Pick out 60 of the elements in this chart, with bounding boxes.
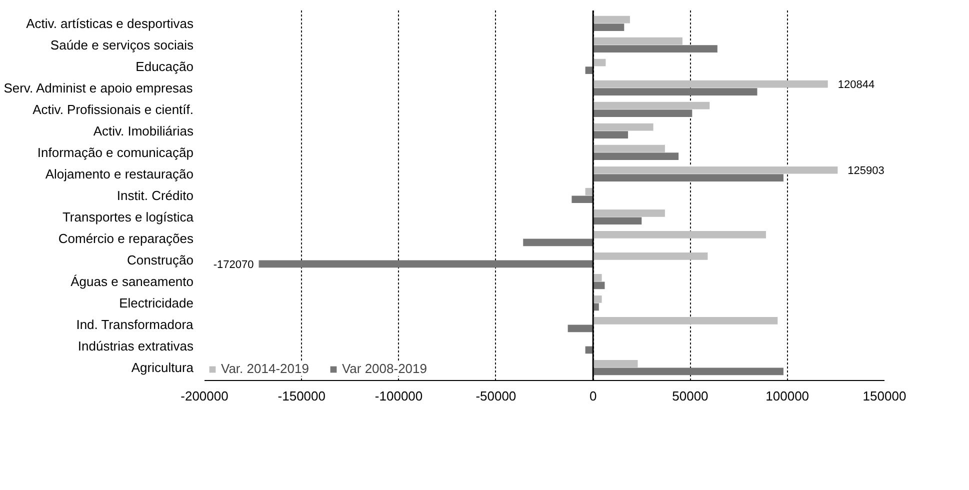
x-tick-label: 150000 xyxy=(862,388,906,404)
bar xyxy=(593,152,679,160)
bar xyxy=(593,217,642,225)
y-tick-label: Águas e saneamento xyxy=(70,274,194,290)
y-tick-label: Activ. artísticas e desportivas xyxy=(26,16,194,31)
x-tick-label: -200000 xyxy=(180,388,228,404)
bar xyxy=(593,368,784,376)
y-tick-label: Educação xyxy=(136,58,194,74)
bar xyxy=(593,24,624,31)
y-tick-label: Serv. Administ e apoio empresas xyxy=(4,80,194,96)
data-label: -172070 xyxy=(213,258,254,271)
bar xyxy=(593,360,638,368)
y-tick-label: Instit. Crédito xyxy=(116,188,194,203)
y-tick-label: Saúde e serviços sociais xyxy=(50,37,194,52)
y-tick-label: Comércio e reparações xyxy=(58,231,194,246)
y-tick-label: Activ. Imobiliárias xyxy=(93,123,194,138)
bar xyxy=(593,209,665,217)
x-tick-label: 100000 xyxy=(766,388,810,404)
bar xyxy=(593,110,692,118)
legend-label: Var 2008-2019 xyxy=(342,361,427,376)
data-label: 125903 xyxy=(848,165,884,178)
x-tick-label: 0 xyxy=(589,388,597,404)
bar xyxy=(258,260,594,268)
bar xyxy=(593,80,828,88)
bar xyxy=(593,230,766,238)
y-tick-label: Ind. Transformadora xyxy=(76,317,194,332)
bar xyxy=(593,123,654,131)
x-tick-label: 50000 xyxy=(672,388,708,404)
data-label: 120844 xyxy=(838,79,875,92)
bar xyxy=(593,174,784,182)
y-tick-label: Agricultura xyxy=(131,360,194,376)
y-tick-label: Construção xyxy=(127,252,194,268)
bar xyxy=(572,196,594,204)
x-tick-label: -50000 xyxy=(476,388,516,404)
bar xyxy=(593,274,602,282)
bar xyxy=(568,324,594,332)
bar xyxy=(593,37,682,45)
y-tick-label: Alojamento e restauração xyxy=(45,166,194,182)
bar xyxy=(593,166,838,174)
bar xyxy=(593,296,602,303)
bar xyxy=(593,88,758,96)
y-tick-label: Electricidade xyxy=(119,296,194,311)
y-tick-label: Informação e comunicaçãp xyxy=(37,144,194,160)
y-tick-label: Transportes e logística xyxy=(62,210,194,225)
bar xyxy=(593,317,778,324)
bar xyxy=(593,144,665,152)
bar xyxy=(593,45,718,52)
bar xyxy=(593,282,605,290)
bar xyxy=(593,102,710,110)
y-tick-label: Activ. Profissionais e científ. xyxy=(32,102,194,117)
bar xyxy=(593,16,630,24)
y-tick-label: Indústrias extrativas xyxy=(78,338,194,354)
bar xyxy=(585,66,594,74)
x-tick-label: -100000 xyxy=(374,388,423,404)
bar xyxy=(593,131,628,139)
bar xyxy=(523,238,594,246)
legend-label: Var. 2014-2019 xyxy=(221,361,309,376)
x-tick-label: -150000 xyxy=(278,388,326,404)
bar xyxy=(585,188,594,196)
bar xyxy=(593,252,708,260)
